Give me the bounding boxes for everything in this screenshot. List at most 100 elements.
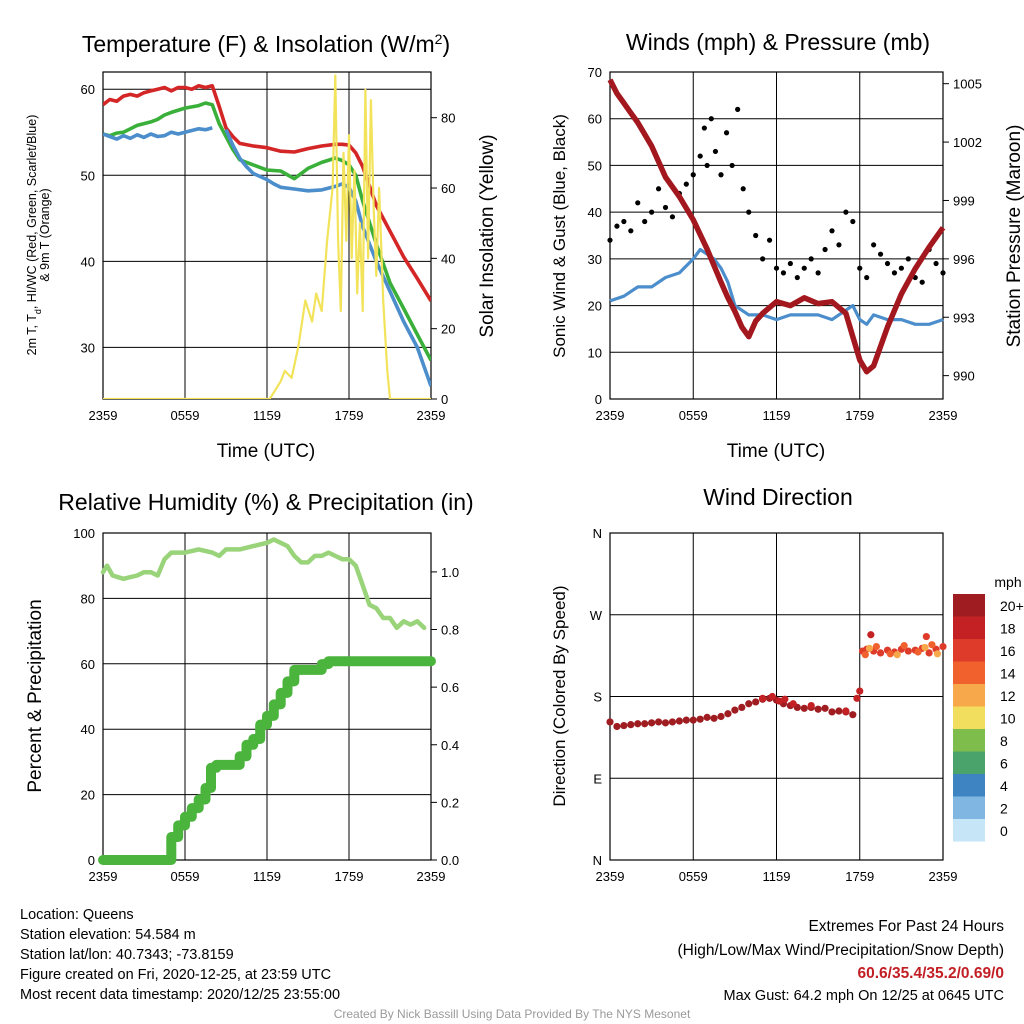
right-tick-label: 0.6 [441,680,459,695]
recent-data-text: Most recent data timestamp: 2020/12/25 2… [20,987,341,1003]
gust-point [729,162,735,169]
x-tick-label: 2359 [929,869,958,884]
legend-swatch [953,639,985,662]
x-tick-label: 1159 [763,408,791,423]
gust-point [871,242,877,248]
y-tick-label: S [593,690,602,705]
y-tick-label: 70 [588,65,602,80]
direction-point [752,698,760,706]
direction-point [654,718,663,726]
x-tick-label: 2359 [596,869,625,884]
y-tick-label: W [590,608,603,623]
credit-text: Created By Nick Bassill Using Data Provi… [333,1007,691,1021]
x-tick-label: 1759 [335,408,364,423]
gust-point [649,209,655,215]
y-tick-label: 40 [588,205,602,220]
direction-point [745,700,753,708]
right-tick-label: 0.4 [441,738,459,753]
location-text: Location: Queens [20,907,134,923]
direction-point [768,692,776,701]
direction-point [606,718,614,726]
direction-point [849,711,857,719]
extremes-title: Extremes For Past 24 Hours [808,918,1004,935]
right-tick-label: 20 [441,322,455,337]
right-axis-label: Station Pressure (Maroon) [1004,125,1024,348]
series-line-3 [103,126,431,387]
gust-point [787,260,793,267]
x-tick-label: 0559 [679,408,708,423]
gust-point [621,218,627,225]
gust-point [669,214,676,220]
right-tick-label: 1.0 [441,565,459,580]
series-line-1 [609,247,944,326]
gust-point [850,218,856,225]
gust-point [766,237,773,243]
legend-label: 0 [1000,823,1008,839]
gust-point [801,265,807,271]
legend-label: 4 [1000,778,1008,794]
max-gust-text: Max Gust: 64.2 mph On 12/25 at 0645 UTC [723,988,1004,1004]
gust-point [933,260,939,267]
gust-point [905,256,911,262]
legend-label: 14 [1000,666,1016,682]
x-tick-label: 2359 [89,408,118,423]
legend-swatch [953,706,985,729]
direction-point [933,650,942,658]
gust-point [753,232,759,239]
y-tick-label: 10 [588,345,602,360]
y-axis-label: 2m T, Td, HI/WC (Red, Green, Scarlet/Blu… [25,115,52,356]
x-axis-label: Time (UTC) [217,441,316,462]
legend-label: 20+ [1000,598,1024,614]
legend-label: 2 [1000,801,1008,817]
series-line-3 [607,78,946,375]
x-tick-label: 2359 [417,408,446,423]
direction-point [738,703,746,712]
direction-point [876,649,885,657]
direction-point [922,632,930,641]
direction-point [900,642,908,650]
legend-swatch [953,819,985,842]
x-tick-label: 2359 [596,408,625,423]
right-tick-label: 990 [953,369,975,384]
x-tick-label: 1159 [763,869,791,884]
right-tick-label: 0.8 [441,623,459,638]
x-tick-label: 1759 [845,408,874,423]
legend-title: mph [994,574,1021,590]
y-tick-label: 20 [588,299,602,314]
right-tick-label: 1002 [953,135,982,150]
extremes-values: 60.6/35.4/35.2/0.69/0 [857,965,1004,982]
chart-title: Relative Humidity (%) & Precipitation (i… [58,489,473,515]
plot-frame [102,532,432,861]
y-tick-label: E [593,771,602,786]
x-tick-label: 2359 [417,869,446,884]
direction-point [939,642,947,651]
direction-point [689,716,697,724]
direction-point [886,650,894,658]
gust-point [701,125,707,131]
right-axis-label: Solar Insolation (Yellow) [477,134,498,337]
direction-point [789,700,797,708]
direction-point [668,718,677,726]
gust-point [662,204,669,211]
series-line-1 [103,84,431,302]
y-axis-label: Direction (Colored By Speed) [550,585,569,806]
direction-point [682,716,690,724]
gust-point [655,186,662,192]
direction-point [661,719,670,727]
gust-point [877,251,884,257]
y-tick-label: 0 [88,853,95,868]
y-axis-label: Sonic Wind & Gust (Blue, Black) [550,114,569,358]
latlon-text: Station lat/lon: 40.7343; -73.8159 [20,947,234,963]
direction-point [865,644,874,652]
legend-swatch [953,684,985,707]
legend-label: 6 [1000,756,1008,772]
right-tick-label: 40 [441,251,455,266]
created-text: Figure created on Fri, 2020-12-25, at 23… [20,967,332,983]
plot-frame [609,532,944,861]
direction-point [814,705,822,713]
x-tick-label: 0559 [171,869,200,884]
gust-point [718,172,724,178]
y-axis-label: Percent & Precipitation [25,599,46,792]
direction-point [867,631,875,639]
